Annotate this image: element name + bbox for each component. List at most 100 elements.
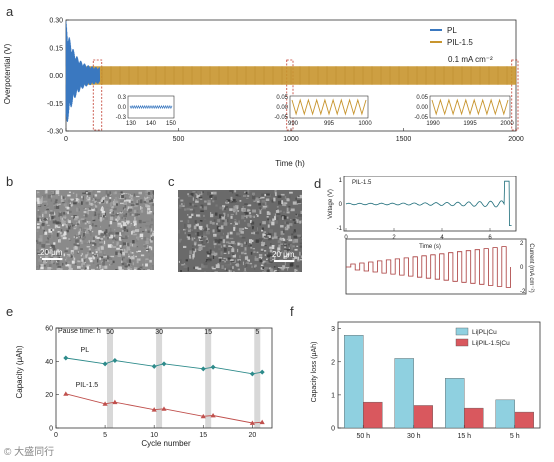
sem-grain bbox=[244, 252, 247, 255]
sem-grain bbox=[65, 214, 70, 219]
sem-grain bbox=[128, 255, 130, 258]
sem-grain bbox=[114, 197, 118, 201]
sem-grain bbox=[106, 265, 109, 269]
sem-grain bbox=[67, 261, 71, 264]
sem-grain bbox=[126, 222, 129, 225]
sem-grain bbox=[99, 265, 101, 269]
sem-grain bbox=[223, 222, 228, 226]
sem-grain bbox=[37, 192, 40, 196]
sem-grain bbox=[288, 243, 292, 246]
sem-grain bbox=[77, 251, 79, 253]
sem-grain bbox=[250, 251, 253, 255]
sem-grain bbox=[246, 226, 248, 228]
sem-grain bbox=[295, 269, 298, 271]
sem-grain bbox=[119, 236, 121, 241]
sem-grain bbox=[43, 229, 45, 234]
sem-grain bbox=[261, 229, 263, 232]
sem-grain bbox=[74, 234, 77, 238]
sem-grain bbox=[49, 246, 53, 248]
sem-grain bbox=[203, 206, 208, 210]
sem-grain bbox=[40, 248, 45, 253]
sem-grain bbox=[199, 227, 202, 231]
panel-label-c: c bbox=[168, 174, 175, 189]
bar-2-4 bbox=[514, 411, 534, 429]
sem-grain bbox=[279, 237, 283, 241]
sem-grain bbox=[192, 253, 195, 258]
sem-grain bbox=[96, 258, 99, 263]
sem-grain bbox=[235, 200, 237, 203]
sem-grain bbox=[228, 269, 231, 272]
sem-grain bbox=[99, 241, 104, 244]
sem-grain bbox=[258, 197, 261, 199]
sem-grain bbox=[57, 226, 61, 228]
sem-grain bbox=[128, 221, 132, 223]
sem-grain bbox=[53, 203, 56, 206]
sem-grain bbox=[53, 242, 56, 245]
sem-grain bbox=[68, 224, 70, 227]
sem-grain bbox=[71, 251, 74, 256]
sem-grain bbox=[68, 238, 71, 241]
sem-grain bbox=[273, 266, 276, 268]
sem-grain bbox=[51, 191, 53, 194]
sem-grain bbox=[101, 206, 103, 209]
sem-grain bbox=[41, 244, 46, 248]
panel-d-xlabel: Time (s) bbox=[419, 244, 441, 250]
sem-grain bbox=[129, 223, 133, 226]
sem-grain bbox=[295, 197, 297, 200]
sem-grain bbox=[145, 263, 148, 267]
sem-grain bbox=[50, 251, 53, 253]
sem-grain bbox=[281, 267, 285, 271]
sem-grain bbox=[83, 259, 86, 262]
sem-grain bbox=[140, 254, 145, 257]
sem-grain bbox=[150, 246, 153, 251]
sem-grain bbox=[258, 202, 261, 206]
sem-grain bbox=[56, 262, 60, 266]
sem-grain bbox=[90, 232, 92, 236]
sem-grain bbox=[120, 239, 122, 242]
sem-grain bbox=[300, 250, 302, 252]
sem-grain bbox=[55, 221, 60, 225]
sem-grain bbox=[243, 194, 247, 197]
sem-grain bbox=[67, 211, 69, 215]
sem-grain bbox=[123, 235, 128, 240]
sem-grain bbox=[130, 198, 134, 202]
sem-grain bbox=[244, 220, 246, 222]
sem-grain bbox=[147, 198, 152, 201]
sem-grain bbox=[295, 203, 298, 205]
inset-xtick-label: 1990 bbox=[426, 121, 440, 127]
sem-grain bbox=[133, 269, 137, 270]
sem-grain bbox=[251, 232, 255, 235]
sem-grain bbox=[109, 260, 113, 264]
sem-grain bbox=[122, 242, 127, 246]
sem-grain bbox=[56, 249, 60, 253]
sem-grain bbox=[100, 225, 104, 229]
sem-grain bbox=[65, 262, 67, 265]
sem-grain bbox=[150, 239, 153, 243]
sem-grain bbox=[121, 220, 125, 223]
sem-grain bbox=[281, 234, 284, 238]
sem-grain bbox=[53, 256, 57, 260]
sem-grain bbox=[38, 247, 42, 252]
sem-grain bbox=[252, 195, 256, 200]
sem-grain bbox=[252, 192, 255, 195]
sem-grain bbox=[217, 219, 221, 223]
sem-grain bbox=[70, 226, 74, 230]
sem-grain bbox=[75, 239, 79, 243]
sem-grain bbox=[187, 234, 191, 238]
sem-grain bbox=[225, 258, 228, 261]
sem-grain bbox=[259, 207, 261, 210]
sem-grain bbox=[282, 238, 286, 241]
sem-grain bbox=[109, 201, 111, 203]
sem-grain bbox=[124, 229, 127, 231]
sem-grain bbox=[146, 205, 151, 208]
sem-grain bbox=[289, 191, 293, 194]
bar-1-2 bbox=[394, 358, 414, 429]
sem-grain bbox=[70, 254, 73, 258]
sem-grain bbox=[96, 237, 100, 239]
sem-grain bbox=[189, 208, 193, 211]
sem-grain bbox=[138, 216, 140, 218]
sem-grain bbox=[267, 269, 270, 272]
sem-grain bbox=[94, 194, 98, 197]
sem-grain bbox=[83, 232, 85, 237]
sem-grain bbox=[56, 233, 59, 237]
